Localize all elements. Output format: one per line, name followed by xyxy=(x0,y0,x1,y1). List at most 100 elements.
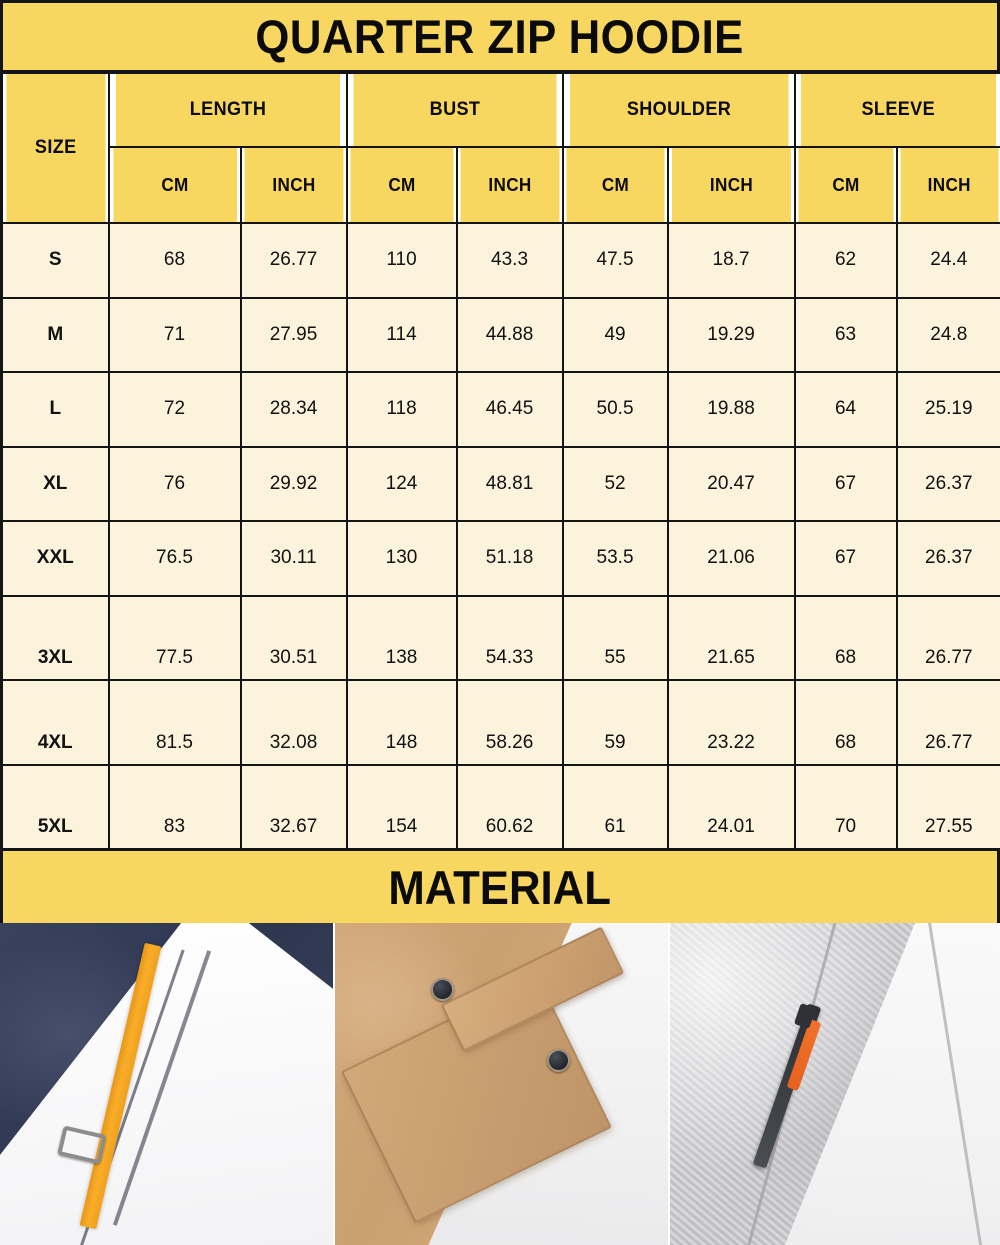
unit-header-length-cm: CM xyxy=(112,147,237,223)
cell-bust-cm: 138 xyxy=(347,596,457,681)
cell-length-in: 28.34 xyxy=(241,372,347,447)
unit-header-length-inch: INCH xyxy=(243,147,344,223)
cell-sleeve-in: 25.19 xyxy=(897,372,1000,447)
cell-sleeve-in: 26.37 xyxy=(897,521,1000,596)
cell-sleeve-in: 24.4 xyxy=(897,223,1000,298)
cell-shoulder-in: 20.47 xyxy=(668,447,795,522)
cell-length-in: 27.95 xyxy=(241,298,347,373)
cell-shoulder-in: 23.22 xyxy=(668,680,795,765)
cell-length-in: 32.08 xyxy=(241,680,347,765)
cell-shoulder-cm: 55 xyxy=(563,596,668,681)
khaki-snap-pocket-photo xyxy=(335,923,668,1245)
unit-header-shoulder-inch: INCH xyxy=(671,147,792,223)
cell-sleeve-in: 27.55 xyxy=(897,765,1000,850)
chart-title-banner: QUARTER ZIP HOODIE xyxy=(0,0,1000,72)
cell-bust-cm: 148 xyxy=(347,680,457,765)
cell-shoulder-cm: 53.5 xyxy=(563,521,668,596)
unit-header-sleeve-inch: INCH xyxy=(899,147,999,223)
column-header-length: LENGTH xyxy=(114,73,340,147)
cell-size: 4XL xyxy=(2,680,109,765)
cell-sleeve-cm: 70 xyxy=(795,765,897,850)
cell-sleeve-cm: 67 xyxy=(795,447,897,522)
cell-length-in: 29.92 xyxy=(241,447,347,522)
size-chart-table: SIZE LENGTH BUST SHOULDER SLEEVE CM INCH… xyxy=(0,72,1000,851)
cell-sleeve-cm: 68 xyxy=(795,596,897,681)
cell-size: S xyxy=(2,223,109,298)
cell-shoulder-in: 19.29 xyxy=(668,298,795,373)
cell-bust-cm: 124 xyxy=(347,447,457,522)
cell-size: XXL xyxy=(2,521,109,596)
cell-length-cm: 72 xyxy=(109,372,241,447)
cell-bust-cm: 154 xyxy=(347,765,457,850)
cell-shoulder-in: 21.06 xyxy=(668,521,795,596)
navy-zip-pocket-photo xyxy=(0,923,333,1245)
cell-sleeve-cm: 68 xyxy=(795,680,897,765)
cell-length-cm: 77.5 xyxy=(109,596,241,681)
table-group-header-row: SIZE LENGTH BUST SHOULDER SLEEVE xyxy=(2,73,1000,147)
cell-bust-cm: 130 xyxy=(347,521,457,596)
unit-header-sleeve-cm: CM xyxy=(797,147,894,223)
cell-sleeve-in: 24.8 xyxy=(897,298,1000,373)
material-title: MATERIAL xyxy=(389,860,612,915)
cell-shoulder-cm: 47.5 xyxy=(563,223,668,298)
cell-shoulder-in: 18.7 xyxy=(668,223,795,298)
cell-bust-in: 58.26 xyxy=(457,680,563,765)
cell-length-in: 26.77 xyxy=(241,223,347,298)
cell-sleeve-cm: 64 xyxy=(795,372,897,447)
cell-size: 3XL xyxy=(2,596,109,681)
cell-shoulder-cm: 61 xyxy=(563,765,668,850)
cell-sleeve-cm: 63 xyxy=(795,298,897,373)
cell-length-cm: 76.5 xyxy=(109,521,241,596)
cell-size: M xyxy=(2,298,109,373)
cell-sleeve-in: 26.77 xyxy=(897,596,1000,681)
material-photo-strip xyxy=(0,923,1000,1245)
grey-fleece-zip-pocket-photo xyxy=(670,923,1000,1245)
cell-bust-in: 60.62 xyxy=(457,765,563,850)
material-banner: MATERIAL xyxy=(0,851,1000,923)
cell-size: 5XL xyxy=(2,765,109,850)
cell-shoulder-cm: 49 xyxy=(563,298,668,373)
cell-shoulder-cm: 50.5 xyxy=(563,372,668,447)
cell-shoulder-in: 24.01 xyxy=(668,765,795,850)
cell-bust-in: 51.18 xyxy=(457,521,563,596)
cell-sleeve-cm: 67 xyxy=(795,521,897,596)
cell-bust-cm: 110 xyxy=(347,223,457,298)
cell-shoulder-cm: 59 xyxy=(563,680,668,765)
cell-shoulder-in: 19.88 xyxy=(668,372,795,447)
cell-shoulder-cm: 52 xyxy=(563,447,668,522)
unit-header-bust-cm: CM xyxy=(349,147,454,223)
cell-sleeve-cm: 62 xyxy=(795,223,897,298)
cell-length-cm: 83 xyxy=(109,765,241,850)
column-header-sleeve: SLEEVE xyxy=(800,73,997,147)
cell-bust-in: 44.88 xyxy=(457,298,563,373)
column-header-bust: BUST xyxy=(352,73,557,147)
cell-sleeve-in: 26.37 xyxy=(897,447,1000,522)
cell-length-cm: 81.5 xyxy=(109,680,241,765)
size-chart-sheet: QUARTER ZIP HOODIE SIZE LENGTH BUST SHOU… xyxy=(0,0,1000,1205)
cell-shoulder-in: 21.65 xyxy=(668,596,795,681)
cell-bust-in: 43.3 xyxy=(457,223,563,298)
page-title: QUARTER ZIP HOODIE xyxy=(256,9,744,64)
column-header-size: SIZE xyxy=(4,73,106,223)
cell-sleeve-in: 26.77 xyxy=(897,680,1000,765)
cell-size: L xyxy=(2,372,109,447)
cell-length-in: 30.11 xyxy=(241,521,347,596)
column-header-shoulder: SHOULDER xyxy=(568,73,788,147)
cell-length-in: 32.67 xyxy=(241,765,347,850)
snap-button-icon-top xyxy=(431,978,454,1001)
cell-length-cm: 71 xyxy=(109,298,241,373)
cell-bust-in: 54.33 xyxy=(457,596,563,681)
cell-bust-in: 48.81 xyxy=(457,447,563,522)
cell-size: XL xyxy=(2,447,109,522)
cell-length-in: 30.51 xyxy=(241,596,347,681)
table-unit-header-row: CM INCH CM INCH CM INCH CM INCH xyxy=(2,147,1000,223)
